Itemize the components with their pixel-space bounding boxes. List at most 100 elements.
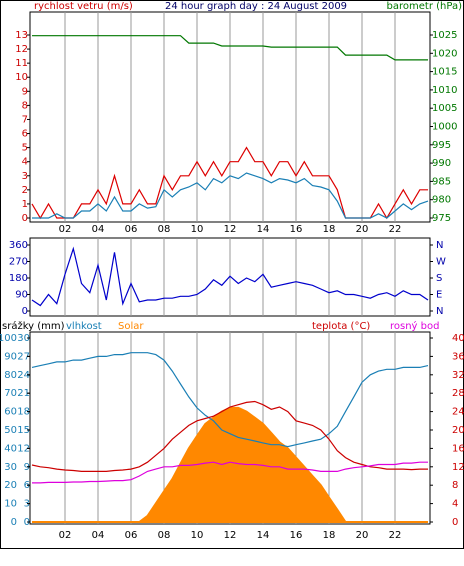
x-tick-label: 18 — [323, 224, 336, 235]
y-tick-label: 2 — [22, 185, 28, 196]
y-tick-label: 100 — [0, 333, 17, 344]
legend-label: rosný bod — [390, 320, 439, 332]
y-tick-label: 180 — [9, 273, 28, 284]
y-tick-label: 30 — [17, 333, 30, 344]
line — [32, 35, 428, 61]
y-tick-label: 0 — [22, 306, 28, 317]
y-tick-label: 975 — [432, 213, 451, 224]
x-tick-label: 20 — [356, 224, 369, 235]
x-tick-label: 06 — [125, 224, 138, 235]
y-tick-label: 20 — [452, 425, 464, 436]
y-tick-label: 1025 — [432, 30, 457, 41]
x-tick-label: 22 — [389, 224, 402, 235]
x-tick-label: 12 — [224, 224, 237, 235]
y-tick-label: 20 — [4, 480, 17, 491]
x-tick-label: 22 — [389, 530, 402, 541]
y-tick-label: 70 — [4, 388, 17, 399]
axis-title: srážky (mm) — [2, 320, 65, 332]
legend-label: Solar — [118, 321, 144, 332]
y-tick-label: 11 — [15, 58, 28, 69]
y-tick-label: W — [436, 257, 446, 268]
y-tick-label: 6 — [24, 480, 30, 491]
y-tick-label: 7 — [22, 114, 28, 125]
x-tick-label: 16 — [290, 224, 303, 235]
y-tick-label: 1000 — [432, 122, 457, 133]
y-tick-label: 9 — [24, 462, 30, 473]
y-tick-label: 5 — [22, 143, 28, 154]
y-tick-label: 18 — [17, 407, 30, 418]
x-tick-label: 16 — [290, 530, 303, 541]
y-tick-label: 32 — [452, 370, 464, 381]
x-tick-label: 04 — [92, 530, 105, 541]
y-tick-label: 1 — [22, 199, 28, 210]
chart-title: 24 hour graph day : 24 August 2009 — [165, 1, 347, 12]
line — [32, 172, 429, 219]
x-tick-label: 06 — [125, 530, 138, 541]
y-tick-label: 24 — [452, 407, 464, 418]
y-tick-label: 270 — [9, 257, 28, 268]
y-tick-label: 8 — [22, 100, 28, 111]
legend-label: vlhkost — [66, 321, 102, 332]
y-tick-label: 27 — [17, 351, 30, 362]
y-tick-label: 40 — [452, 333, 464, 344]
y-tick-label: E — [436, 290, 442, 301]
y-tick-label: N — [436, 240, 443, 251]
x-tick-label: 10 — [191, 224, 204, 235]
y-tick-label: 21 — [17, 388, 30, 399]
y-tick-label: 90 — [4, 351, 17, 362]
y-tick-label: S — [436, 273, 442, 284]
y-tick-label: 10 — [15, 72, 28, 83]
x-tick-label: 14 — [257, 530, 270, 541]
y-tick-label: 1015 — [432, 67, 457, 78]
y-tick-label: 80 — [4, 370, 17, 381]
y-tick-label: 8 — [452, 480, 458, 491]
axis-title: rychlost vetru (m/s) — [34, 1, 133, 12]
y-tick-label: 13 — [15, 30, 28, 41]
y-tick-label: 60 — [4, 407, 17, 418]
legend-label: teplota (°C) — [312, 321, 370, 332]
y-tick-label: 36 — [452, 351, 464, 362]
y-tick-label: 24 — [17, 370, 30, 381]
y-tick-label: 995 — [432, 140, 451, 151]
y-tick-label: 30 — [4, 462, 17, 473]
area — [32, 406, 428, 523]
y-tick-label: 28 — [452, 388, 464, 399]
x-tick-label: 18 — [323, 530, 336, 541]
y-tick-label: 10 — [4, 499, 17, 510]
x-tick-label: 10 — [191, 530, 204, 541]
axis-title: barometr (hPa) — [387, 1, 463, 12]
y-tick-label: 3 — [22, 171, 28, 182]
x-tick-label: 04 — [92, 224, 105, 235]
y-tick-label: 6 — [22, 129, 28, 140]
x-tick-label: 02 — [59, 530, 72, 541]
y-tick-label: 16 — [452, 443, 464, 454]
y-tick-label: 985 — [432, 176, 451, 187]
y-tick-label: 0 — [452, 517, 458, 528]
x-tick-label: 02 — [59, 224, 72, 235]
x-tick-label: 12 — [224, 530, 237, 541]
y-tick-label: 990 — [432, 158, 451, 169]
y-tick-label: 0 — [11, 517, 17, 528]
x-tick-label: 08 — [158, 530, 171, 541]
x-tick-label: 08 — [158, 224, 171, 235]
x-tick-label: 14 — [257, 224, 270, 235]
x-tick-label: 20 — [356, 530, 369, 541]
y-tick-label: 4 — [452, 499, 458, 510]
y-tick-label: 90 — [15, 290, 28, 301]
y-tick-label: 9 — [22, 86, 28, 97]
y-tick-label: 0 — [24, 517, 30, 528]
line — [31, 246, 429, 307]
y-tick-label: N — [436, 306, 443, 317]
y-tick-label: 12 — [15, 44, 28, 55]
line — [31, 400, 428, 472]
y-tick-label: 1010 — [432, 85, 457, 96]
y-tick-label: 15 — [17, 425, 30, 436]
y-tick-label: 40 — [4, 443, 17, 454]
line — [32, 461, 428, 484]
y-tick-label: 12 — [452, 462, 464, 473]
y-tick-label: 12 — [17, 443, 30, 454]
y-tick-label: 360 — [9, 240, 28, 251]
line — [31, 352, 429, 448]
